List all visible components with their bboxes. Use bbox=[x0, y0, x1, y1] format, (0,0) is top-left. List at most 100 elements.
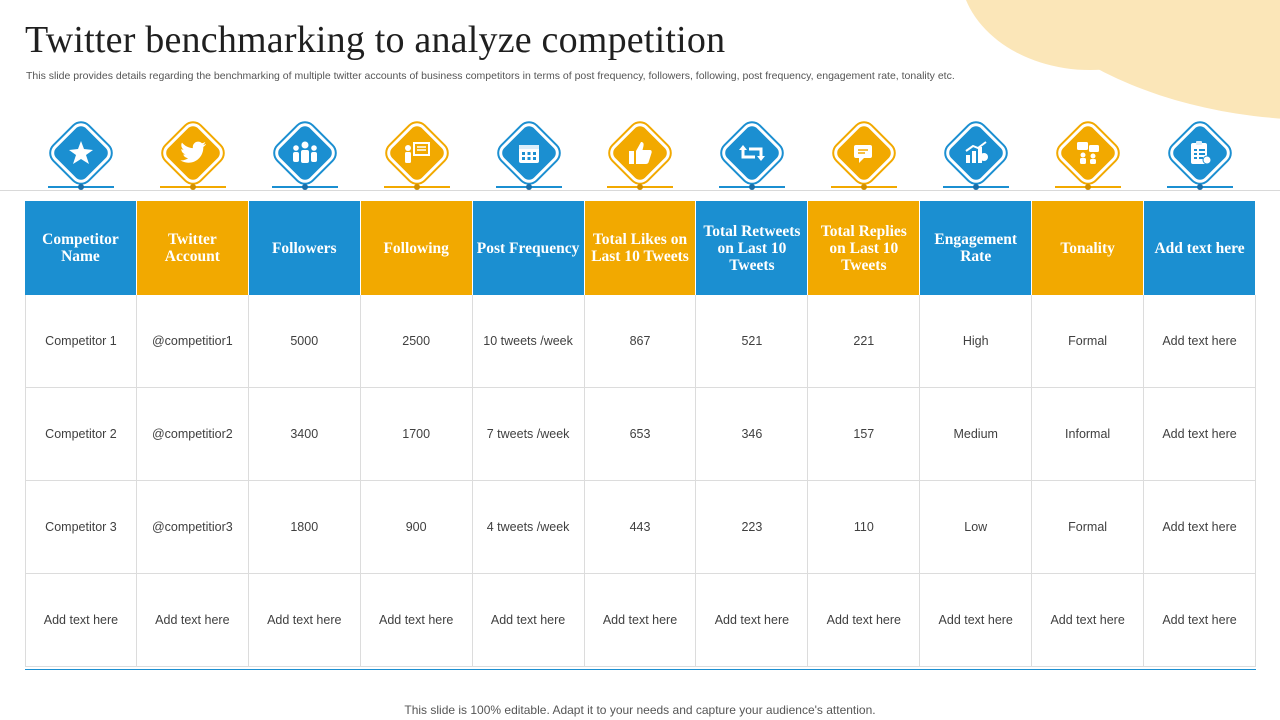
icon-badge bbox=[1170, 123, 1230, 183]
icon-cell bbox=[361, 120, 473, 194]
table-cell: 521 bbox=[696, 295, 809, 388]
benchmark-table: Competitor Name Twitter Account Followers F… bbox=[25, 201, 1256, 670]
icon-connector-dot bbox=[189, 184, 196, 190]
table-cell: 110 bbox=[808, 481, 921, 574]
table-cell: Add text here bbox=[1144, 481, 1256, 574]
table-cell: 900 bbox=[360, 481, 473, 574]
table-cell: 157 bbox=[808, 388, 921, 481]
table-header-cell: Followers bbox=[248, 201, 361, 295]
table-header-cell: Following bbox=[360, 201, 473, 295]
people-group-icon bbox=[276, 124, 334, 182]
icon-badge bbox=[722, 123, 783, 183]
star-burst-icon bbox=[52, 124, 110, 182]
table-header-cell: Total Retweets on Last 10 Tweets bbox=[696, 201, 809, 295]
icon-connector-dot bbox=[525, 184, 532, 190]
table-cell: Add text here bbox=[1144, 295, 1256, 388]
table-cell: 1800 bbox=[248, 481, 361, 574]
table-cell: Competitor 1 bbox=[25, 295, 137, 388]
table-cell: Add text here bbox=[696, 574, 809, 667]
table-header-cell: Total Replies on Last 10 Tweets bbox=[808, 201, 921, 295]
table-cell: 2500 bbox=[360, 295, 473, 388]
table-cell: 5000 bbox=[248, 295, 361, 388]
icon-row bbox=[25, 120, 1256, 194]
table-cell: @competitior3 bbox=[136, 481, 249, 574]
table-cell: 7 tweets /week bbox=[472, 388, 585, 481]
table-cell: Informal bbox=[1032, 388, 1145, 481]
icon-cell bbox=[1032, 120, 1144, 194]
table-header-cell: Competitor Name bbox=[25, 201, 137, 295]
icon-badge bbox=[834, 123, 895, 183]
conversation-icon bbox=[1059, 124, 1117, 182]
table-cell: Add text here bbox=[808, 574, 921, 667]
table-cell: 10 tweets /week bbox=[472, 295, 585, 388]
table-cell: Formal bbox=[1032, 481, 1145, 574]
calendar-icon bbox=[500, 124, 558, 182]
table-cell: 346 bbox=[696, 388, 809, 481]
table-cell: 443 bbox=[584, 481, 697, 574]
table-cell: @competitior2 bbox=[136, 388, 249, 481]
table-cell: Add text here bbox=[360, 574, 473, 667]
table-header-cell: Post Frequency bbox=[472, 201, 585, 295]
footer-note: This slide is 100% editable. Adapt it to… bbox=[404, 703, 876, 717]
retweet-icon bbox=[723, 124, 781, 182]
table-cell: @competitior1 bbox=[136, 295, 249, 388]
table-header-cell: Engagement Rate bbox=[920, 201, 1033, 295]
table-cell: 4 tweets /week bbox=[472, 481, 585, 574]
icon-connector-dot bbox=[301, 184, 308, 190]
table-cell: Competitor 2 bbox=[25, 388, 137, 481]
divider-line bbox=[0, 190, 1280, 191]
table-cell: Low bbox=[920, 481, 1033, 574]
table-header-cell: Tonality bbox=[1032, 201, 1145, 295]
icon-connector-dot bbox=[77, 184, 84, 190]
icon-connector-dot bbox=[861, 184, 868, 190]
icon-badge bbox=[1058, 123, 1118, 183]
table-cell: Add text here bbox=[1144, 388, 1256, 481]
table-cell: Formal bbox=[1032, 295, 1145, 388]
page-title: Twitter benchmarking to analyze competit… bbox=[25, 19, 726, 61]
icon-badge bbox=[163, 123, 223, 183]
table-cell: Add text here bbox=[248, 574, 361, 667]
table-cell: Add text here bbox=[1032, 574, 1145, 667]
icon-connector-dot bbox=[1085, 184, 1092, 190]
table-cell: Medium bbox=[920, 388, 1033, 481]
growth-chart-icon bbox=[947, 124, 1005, 182]
table-cell: Add text here bbox=[136, 574, 249, 667]
thumbs-up-icon bbox=[611, 124, 669, 182]
table-cell: 223 bbox=[696, 481, 809, 574]
icon-cell bbox=[808, 120, 920, 194]
checklist-icon bbox=[1171, 124, 1229, 182]
table-cell: 867 bbox=[584, 295, 697, 388]
table-cell: Add text here bbox=[584, 574, 697, 667]
icon-cell bbox=[473, 120, 585, 194]
twitter-bird-icon bbox=[164, 124, 222, 182]
table-header-cell: Twitter Account bbox=[136, 201, 249, 295]
table-cell: 221 bbox=[808, 295, 921, 388]
icon-cell bbox=[249, 120, 361, 194]
table-cell: Add text here bbox=[920, 574, 1033, 667]
table-cell: Add text here bbox=[25, 574, 137, 667]
table-cell: 1700 bbox=[360, 388, 473, 481]
table-header-cell: Total Likes on Last 10 Tweets bbox=[584, 201, 697, 295]
table-header-cell: Add text here bbox=[1144, 201, 1256, 295]
icon-badge bbox=[386, 123, 447, 183]
presenter-board-icon bbox=[388, 124, 446, 182]
icon-cell bbox=[696, 120, 808, 194]
icon-badge bbox=[946, 123, 1006, 183]
icon-badge bbox=[275, 123, 335, 183]
icon-connector-dot bbox=[1197, 184, 1204, 190]
icon-connector-dot bbox=[973, 184, 980, 190]
table-cell: Add text here bbox=[472, 574, 585, 667]
icon-cell bbox=[1144, 120, 1256, 194]
icon-badge bbox=[51, 123, 111, 183]
table-cell: High bbox=[920, 295, 1033, 388]
chat-reply-icon bbox=[835, 124, 893, 182]
page-subtitle: This slide provides details regarding th… bbox=[26, 70, 955, 82]
icon-cell bbox=[25, 120, 137, 194]
table-cell: 3400 bbox=[248, 388, 361, 481]
icon-connector-dot bbox=[413, 184, 420, 190]
table-cell: 653 bbox=[584, 388, 697, 481]
icon-cell bbox=[137, 120, 249, 194]
icon-badge bbox=[610, 123, 671, 183]
icon-connector-dot bbox=[749, 184, 756, 190]
table-cell: Competitor 3 bbox=[25, 481, 137, 574]
